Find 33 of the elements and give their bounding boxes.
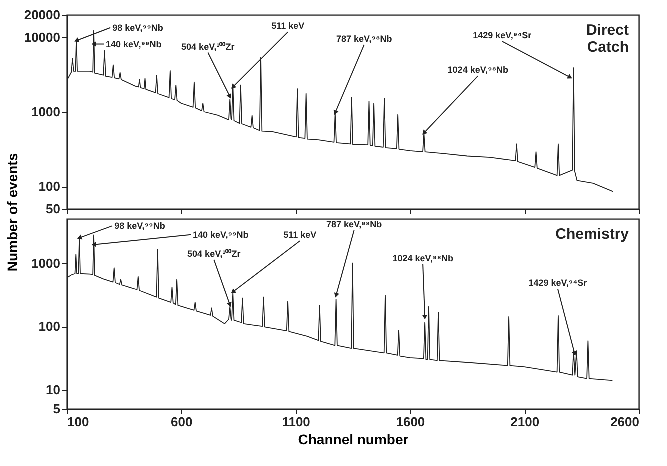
annotation: Chemistry	[556, 226, 630, 243]
annotation: 98 keV,⁹⁹Nb	[112, 22, 164, 33]
annotation: 504 keV,¹⁰⁰Zr	[182, 42, 236, 52]
annotation: 787 keV,⁹⁸Nb	[326, 219, 383, 230]
annotation: 504 keV,¹⁰⁰Zr	[188, 248, 242, 259]
y-tick-label: 1000	[32, 256, 60, 271]
y-tick-label: 5	[53, 402, 60, 416]
x-tick-label: 1100	[282, 414, 310, 430]
y-axis-title: Number of events	[4, 153, 20, 272]
y-tick-label: 1000	[32, 104, 60, 120]
annotation: 1024 keV,⁹⁸Nb	[448, 65, 510, 76]
annotation: 1024 keV,⁹⁸Nb	[392, 253, 454, 264]
x-tick-label: 100	[68, 414, 90, 430]
annotation: 511 keV	[272, 21, 305, 32]
x-tick-label: 2100	[510, 414, 540, 430]
y-tick-label: 20000	[24, 8, 60, 22]
annotation: 511 keV	[284, 230, 317, 240]
annotation: 140 keV,⁹⁹Nb	[193, 230, 250, 240]
annotation: 1429 keV,⁹⁴Sr	[473, 30, 532, 41]
annotation: 140 keV,⁹⁹Nb	[106, 39, 162, 50]
x-axis-title: Channel number	[298, 432, 410, 448]
annotation: 787 keV,⁹⁸Nb	[336, 34, 393, 44]
y-tick-label: 50	[46, 202, 60, 216]
x-tick-label: 1600	[396, 414, 426, 430]
y-tick-label: 100	[38, 179, 60, 194]
y-tick-label: 10000	[24, 30, 60, 45]
x-tick-label: 2600	[610, 414, 640, 430]
annotation: 98 keV,⁹⁹Nb	[114, 221, 166, 232]
y-tick-label: 10	[46, 382, 60, 398]
annotation: Direct Catch	[586, 22, 629, 56]
x-tick-label: 600	[171, 414, 193, 430]
annotation: 1429 keV,⁹⁴Sr	[528, 278, 588, 288]
y-tick-label: 100	[38, 319, 60, 334]
